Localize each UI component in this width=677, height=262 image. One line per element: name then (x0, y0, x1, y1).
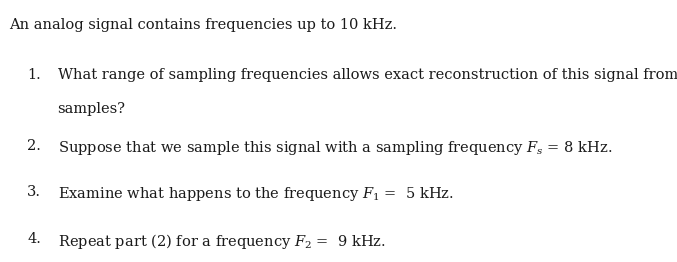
Text: Suppose that we sample this signal with a sampling frequency $F_s$ = 8 kHz.: Suppose that we sample this signal with … (58, 139, 612, 157)
Text: Examine what happens to the frequency $F_1$ =  5 kHz.: Examine what happens to the frequency $F… (58, 185, 454, 203)
Text: 4.: 4. (27, 232, 41, 246)
Text: An analog signal contains frequencies up to 10 kHz.: An analog signal contains frequencies up… (9, 18, 397, 32)
Text: samples?: samples? (58, 102, 125, 116)
Text: 3.: 3. (27, 185, 41, 199)
Text: Repeat part (2) for a frequency $F_2$ =  9 kHz.: Repeat part (2) for a frequency $F_2$ = … (58, 232, 385, 251)
Text: 1.: 1. (27, 68, 41, 82)
Text: 2.: 2. (27, 139, 41, 153)
Text: What range of sampling frequencies allows exact reconstruction of this signal fr: What range of sampling frequencies allow… (58, 68, 677, 82)
